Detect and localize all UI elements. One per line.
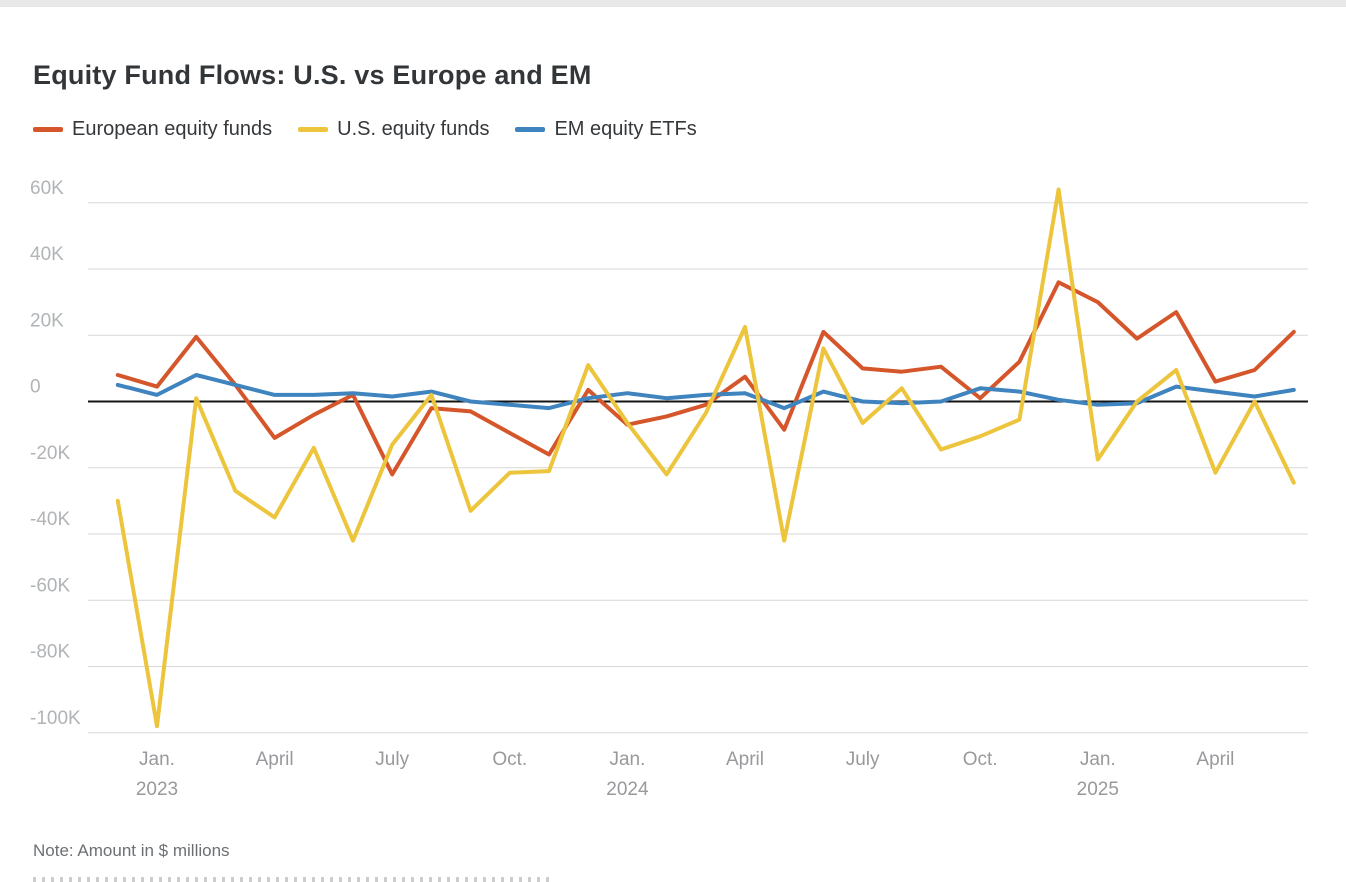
y-tick-label: 40K	[30, 244, 64, 265]
note-text: Note: Amount in $ millions	[33, 841, 230, 860]
legend-item-us: U.S. equity funds	[298, 118, 489, 141]
x-tick-label: Jan.	[1080, 749, 1116, 770]
series-line-european-equity-funds	[115, 280, 1296, 477]
x-tick-year-label: 2024	[606, 779, 649, 800]
x-tick-year-label: 2023	[136, 779, 178, 800]
y-tick-label: -80K	[30, 642, 70, 663]
legend-item-em: EM equity ETFs	[515, 118, 697, 141]
y-tick-label: 60K	[30, 178, 64, 199]
x-tick-year-label: 2025	[1077, 779, 1119, 800]
legend-label-us: U.S. equity funds	[337, 118, 490, 140]
legend-label-european: European equity funds	[72, 118, 273, 140]
y-tick-label: -60K	[30, 575, 70, 596]
legend: European equity funds U.S. equity funds …	[33, 118, 697, 141]
x-tick-label: July	[375, 749, 409, 770]
cutoff-text-remnant	[33, 877, 553, 882]
em-series-swatch	[515, 127, 546, 132]
series-line-u-s-equity-funds	[115, 187, 1296, 729]
y-tick-label: 0	[30, 377, 41, 398]
y-tick-label: -20K	[30, 443, 70, 464]
x-tick-label: Oct.	[492, 749, 527, 770]
y-tick-label: 20K	[30, 310, 64, 331]
x-tick-label: April	[256, 749, 294, 770]
y-tick-label: -100K	[30, 708, 81, 729]
top-border-strip	[0, 0, 1346, 7]
legend-label-em: EM equity ETFs	[554, 118, 697, 140]
x-tick-label: Oct.	[963, 749, 998, 770]
european-series-swatch	[33, 127, 63, 132]
page-title: Equity Fund Flows: U.S. vs Europe and EM	[33, 60, 592, 91]
x-tick-label: Jan.	[139, 749, 175, 770]
x-tick-label: April	[1196, 749, 1234, 770]
x-tick-label: Jan.	[609, 749, 645, 770]
y-tick-label: -40K	[30, 509, 70, 530]
us-series-swatch	[298, 127, 329, 132]
series-line-em-equity-etfs	[115, 373, 1296, 411]
legend-item-european: European equity funds	[33, 118, 272, 141]
x-tick-label: April	[726, 749, 764, 770]
x-tick-label: July	[846, 749, 880, 770]
